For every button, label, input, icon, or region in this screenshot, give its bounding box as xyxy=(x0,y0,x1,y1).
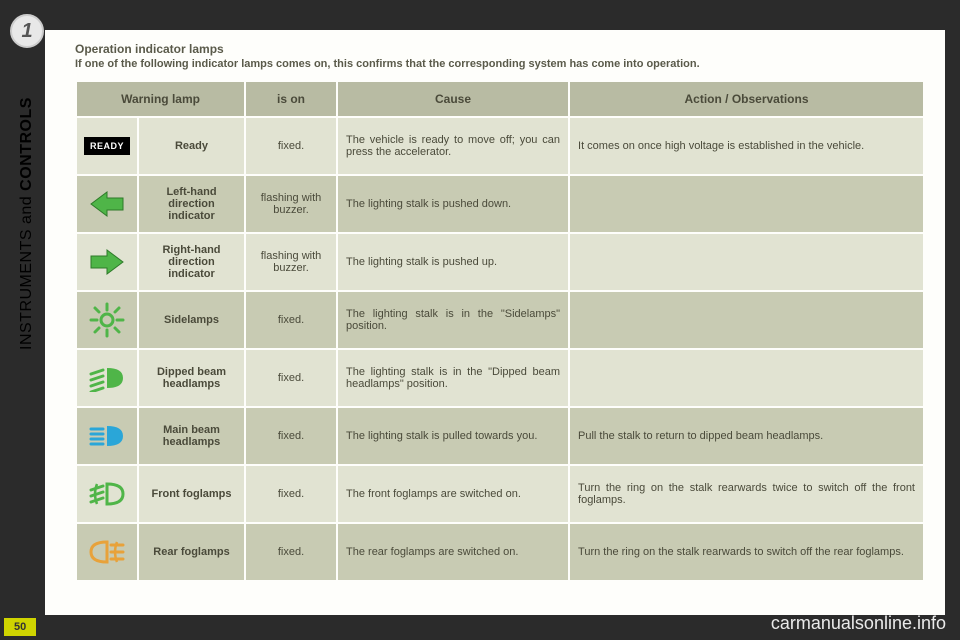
table-row: Dipped beam headlamps fixed. The lightin… xyxy=(77,350,923,406)
icon-cell xyxy=(77,408,137,464)
lamp-cause: The lighting stalk is in the "Sidelamps"… xyxy=(338,292,568,348)
lamp-cause: The front foglamps are switched on. xyxy=(338,466,568,522)
left-arrow-icon xyxy=(83,184,131,224)
lamp-cause: The lighting stalk is pushed down. xyxy=(338,176,568,232)
lamp-action xyxy=(570,350,923,406)
right-arrow-icon xyxy=(83,242,131,282)
lamp-state: flashing with buzzer. xyxy=(246,234,336,290)
lamp-cause: The lighting stalk is pushed up. xyxy=(338,234,568,290)
page-number: 50 xyxy=(4,618,36,636)
lamp-state: fixed. xyxy=(246,292,336,348)
icon-cell xyxy=(77,350,137,406)
side-label-thin: INSTRUMENTS and xyxy=(18,191,35,350)
icon-cell xyxy=(77,292,137,348)
lamp-name: Right-hand direction indicator xyxy=(139,234,244,290)
table-row: READY Ready fixed. The vehicle is ready … xyxy=(77,118,923,174)
rear-foglamps-icon xyxy=(83,532,131,572)
dipped-beam-icon xyxy=(83,358,131,398)
lamp-cause: The lighting stalk is in the "Dipped bea… xyxy=(338,350,568,406)
page-content: Operation indicator lamps If one of the … xyxy=(45,30,945,615)
icon-cell xyxy=(77,234,137,290)
header-action: Action / Observations xyxy=(570,82,923,116)
lamp-name: Sidelamps xyxy=(139,292,244,348)
lamp-cause: The lighting stalk is pulled towards you… xyxy=(338,408,568,464)
lamp-action: Pull the stalk to return to dipped beam … xyxy=(570,408,923,464)
chapter-badge: 1 xyxy=(10,14,44,48)
table-header-row: Warning lamp is on Cause Action / Observ… xyxy=(77,82,923,116)
icon-cell: READY xyxy=(77,118,137,174)
lamp-action: It comes on once high voltage is establi… xyxy=(570,118,923,174)
lamp-action: Turn the ring on the stalk rearwards to … xyxy=(570,524,923,580)
main-beam-icon xyxy=(83,416,131,456)
lamp-action xyxy=(570,234,923,290)
lamp-state: fixed. xyxy=(246,524,336,580)
lamp-state: fixed. xyxy=(246,466,336,522)
table-row: Main beam headlamps fixed. The lighting … xyxy=(77,408,923,464)
lamp-cause: The vehicle is ready to move off; you ca… xyxy=(338,118,568,174)
front-foglamps-icon xyxy=(83,474,131,514)
table-row: Front foglamps fixed. The front foglamps… xyxy=(77,466,923,522)
watermark: carmanualsonline.info xyxy=(771,613,946,634)
table-row: Right-hand direction indicator flashing … xyxy=(77,234,923,290)
lamp-action: Turn the ring on the stalk rearwards twi… xyxy=(570,466,923,522)
lamp-cause: The rear foglamps are switched on. xyxy=(338,524,568,580)
page-heading: Operation indicator lamps xyxy=(75,42,925,56)
lamp-state: flashing with buzzer. xyxy=(246,176,336,232)
header-cause: Cause xyxy=(338,82,568,116)
header-state: is on xyxy=(246,82,336,116)
indicator-lamp-table: Warning lamp is on Cause Action / Observ… xyxy=(75,80,925,582)
sidelamps-icon xyxy=(83,300,131,340)
side-label-bold: CONTROLS xyxy=(18,97,35,191)
icon-cell xyxy=(77,524,137,580)
table-row: Rear foglamps fixed. The rear foglamps a… xyxy=(77,524,923,580)
lamp-state: fixed. xyxy=(246,118,336,174)
lamp-name: Dipped beam headlamps xyxy=(139,350,244,406)
lamp-state: fixed. xyxy=(246,350,336,406)
table-row: Left-hand direction indicator flashing w… xyxy=(77,176,923,232)
lamp-state: fixed. xyxy=(246,408,336,464)
page-subheading: If one of the following indicator lamps … xyxy=(75,58,925,70)
lamp-name: Rear foglamps xyxy=(139,524,244,580)
table-row: Sidelamps fixed. The lighting stalk is i… xyxy=(77,292,923,348)
icon-cell xyxy=(77,466,137,522)
lamp-name: Left-hand direction indicator xyxy=(139,176,244,232)
icon-cell xyxy=(77,176,137,232)
ready-icon: READY xyxy=(83,126,131,166)
lamp-action xyxy=(570,176,923,232)
lamp-name: Front foglamps xyxy=(139,466,244,522)
lamp-action xyxy=(570,292,923,348)
header-lamp: Warning lamp xyxy=(77,82,244,116)
lamp-name: Ready xyxy=(139,118,244,174)
side-section-label: INSTRUMENTS and CONTROLS xyxy=(18,97,36,350)
lamp-name: Main beam headlamps xyxy=(139,408,244,464)
